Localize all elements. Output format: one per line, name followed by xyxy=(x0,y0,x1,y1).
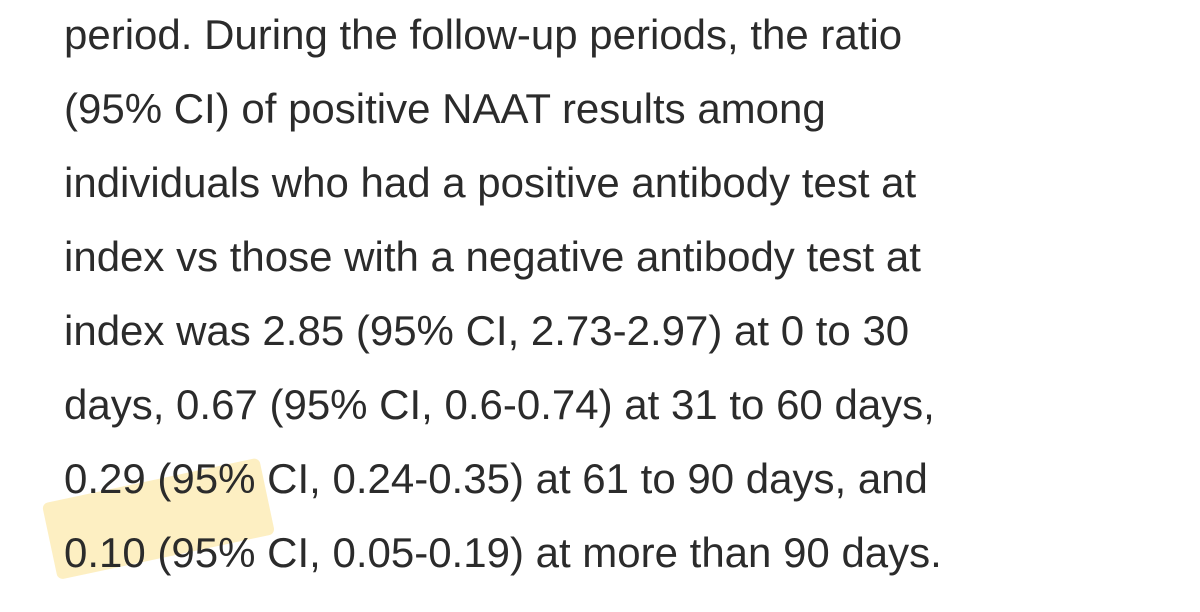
paragraph-line-6: days, 0.67 (95% CI, 0.6-0.74) at 31 to 6… xyxy=(64,381,935,428)
paragraph-line-3: individuals who had a positive antibody … xyxy=(64,159,917,206)
paragraph-line-4: index vs those with a negative antibody … xyxy=(64,233,921,280)
paragraph-line-8: 0.10 (95% CI, 0.05-0.19) at more than 90… xyxy=(64,529,942,576)
paragraph-line-7: 0.29 (95% CI, 0.24-0.35) at 61 to 90 day… xyxy=(64,455,928,502)
paragraph-line-2: (95% CI) of positive NAAT results among xyxy=(64,85,826,132)
paragraph-line-1: period. During the follow-up periods, th… xyxy=(64,11,903,58)
paragraph-line-5: index was 2.85 (95% CI, 2.73-2.97) at 0 … xyxy=(64,307,910,354)
